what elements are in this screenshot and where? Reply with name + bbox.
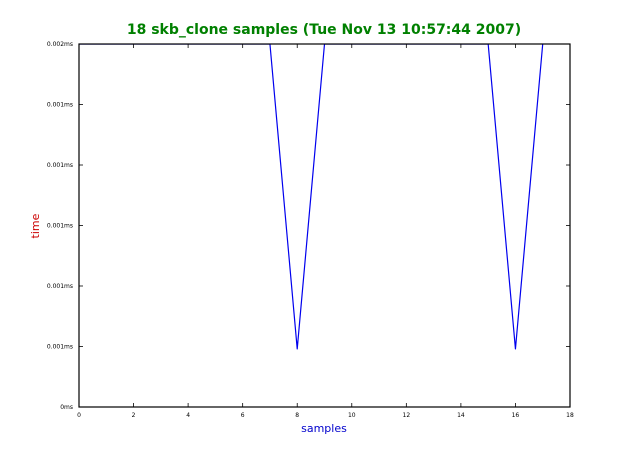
x-tick-label: 2 (132, 412, 136, 419)
x-tick-label: 4 (186, 412, 190, 419)
y-tick-label: 0.001ms (47, 344, 73, 351)
y-tick-label: 0.001ms (47, 223, 73, 230)
x-tick-label: 10 (348, 412, 356, 419)
y-tick-label: 0ms (60, 404, 73, 411)
x-axis-ticks: 0 2 4 6 8 10 12 14 16 18 (77, 44, 574, 419)
y-tick-label: 0.002ms (47, 41, 73, 48)
x-axis-label: samples (301, 422, 347, 435)
y-axis-ticks: 0ms 0.001ms 0.001ms 0.001ms 0.001ms 0.001ms 0.… (47, 41, 570, 411)
x-tick-label: 6 (241, 412, 245, 419)
x-tick-label: 16 (512, 412, 520, 419)
y-tick-label: 0.001ms (47, 162, 73, 169)
y-axis-label: time (29, 213, 42, 238)
y-tick-label: 0.001ms (47, 101, 73, 108)
x-tick-label: 12 (403, 412, 411, 419)
chart-title: 18 skb_clone samples (Tue Nov 13 10:57:4… (127, 22, 521, 38)
series-line-0 (79, 44, 544, 350)
y-tick-label: 0.001ms (47, 283, 73, 290)
x-tick-label: 14 (457, 412, 465, 419)
x-tick-label: 0 (77, 412, 81, 419)
x-tick-label: 18 (566, 412, 574, 419)
x-tick-label: 8 (295, 412, 299, 419)
